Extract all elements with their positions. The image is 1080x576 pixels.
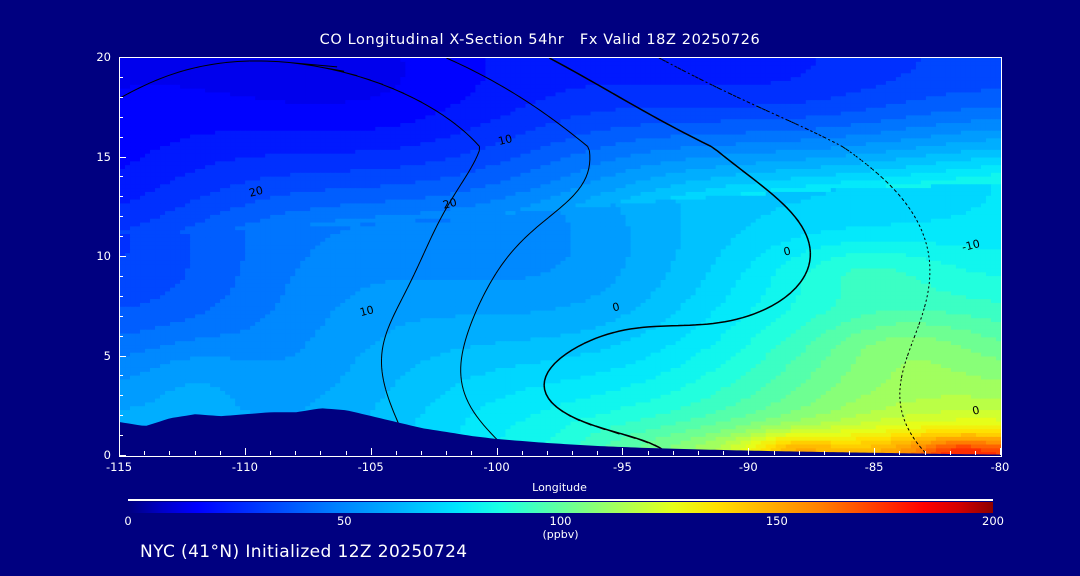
x-axis-tick (647, 451, 649, 455)
y-axis-tick (119, 116, 123, 118)
x-axis-tick (748, 448, 750, 455)
x-axis-tick (949, 451, 951, 455)
y-axis-tick (119, 176, 123, 178)
y-tick-label: 5 (103, 348, 111, 363)
x-axis-tick (244, 448, 246, 455)
y-axis-tick (119, 136, 123, 138)
x-axis-tick (421, 451, 423, 455)
y-axis-label: Altitude (km) (0, 115, 1, 295)
x-axis-tick (219, 451, 221, 455)
figure-caption: NYC (41°N) Initialized 12Z 20250724 (140, 542, 468, 562)
colorbar (128, 502, 993, 513)
x-axis-tick (395, 451, 397, 455)
x-axis-tick (295, 451, 297, 455)
y-axis-tick (119, 275, 123, 277)
y-axis-tick (119, 57, 126, 58)
y-axis-tick (119, 435, 123, 437)
x-axis-tick (1000, 448, 1001, 455)
y-tick-label: 15 (96, 149, 111, 164)
x-axis-tick (572, 451, 574, 455)
x-tick-label: -100 (483, 460, 510, 474)
x-axis-tick (446, 451, 448, 455)
y-axis-tick (119, 455, 126, 456)
x-axis-tick (320, 451, 322, 455)
x-axis-tick (798, 451, 800, 455)
y-axis-tick (119, 375, 123, 377)
y-axis-tick (119, 196, 123, 198)
y-axis-tick (119, 236, 123, 238)
plot-area: 10 20 20 10 0 0 -10 0 (119, 57, 1002, 457)
y-tick-label: 0 (103, 448, 111, 462)
x-tick-label: -85 (864, 460, 884, 474)
x-axis-tick (119, 448, 120, 455)
x-tick-label: -90 (738, 460, 758, 474)
y-axis-tick (119, 415, 123, 417)
x-axis-tick (697, 451, 699, 455)
terrain-mask (120, 408, 1001, 456)
x-axis-tick (345, 451, 347, 455)
colorbar-top-rule (128, 499, 993, 501)
plot-canvas: 10 20 20 10 0 0 -10 0 (120, 58, 1001, 456)
y-axis-tick (119, 355, 126, 357)
page-title: CO Longitudinal X-Section 54hr Fx Valid … (319, 32, 761, 48)
x-axis-tick (924, 451, 926, 455)
colorbar-tick-label: 200 (982, 514, 1004, 528)
x-tick-label: -115 (105, 460, 133, 474)
x-axis-tick (521, 451, 523, 455)
x-tick-label: -110 (231, 460, 258, 474)
y-axis-tick (119, 96, 123, 98)
x-axis-tick (270, 451, 271, 455)
x-axis-tick (899, 451, 901, 455)
y-axis-tick (119, 335, 123, 337)
y-axis-tick (119, 216, 123, 218)
x-axis-tick (496, 448, 498, 455)
x-axis-tick (622, 448, 624, 455)
y-axis-tick (119, 76, 123, 78)
x-axis-tick (546, 451, 548, 455)
x-axis-tick (194, 451, 196, 455)
colorbar-tick-label: 150 (765, 514, 788, 528)
y-tick-label: 10 (96, 249, 111, 263)
x-axis-tick (672, 451, 674, 455)
x-tick-label: -80 (990, 460, 1010, 474)
x-axis-label: Longitude (532, 481, 587, 494)
x-axis-tick (169, 451, 171, 455)
y-axis-tick (119, 295, 123, 297)
colorbar-units-label: (ppbv) (542, 528, 579, 541)
x-axis-tick (823, 451, 825, 455)
anomaly-contour-overlay (120, 58, 931, 456)
y-axis-tick (119, 256, 126, 257)
y-axis-tick (119, 315, 123, 317)
y-tick-label: 20 (96, 50, 111, 64)
colorbar-tick-label: 100 (549, 514, 572, 528)
x-axis-tick (974, 451, 976, 455)
colorbar-tick-label: 50 (336, 514, 352, 528)
x-axis-tick (370, 448, 372, 455)
y-axis-tick (119, 395, 123, 397)
x-axis-tick (874, 448, 876, 455)
co-concentration-heatmap (120, 58, 1001, 456)
x-axis-tick (849, 451, 850, 455)
y-axis-tick (119, 156, 126, 158)
x-axis-tick (144, 451, 146, 455)
x-axis-tick (471, 451, 473, 455)
x-axis-tick (597, 451, 599, 455)
x-tick-label: -95 (612, 460, 632, 474)
x-axis-tick (723, 451, 725, 455)
x-axis-tick (773, 451, 775, 455)
x-tick-label: -105 (357, 460, 384, 474)
colorbar-tick-label: 0 (124, 514, 132, 528)
